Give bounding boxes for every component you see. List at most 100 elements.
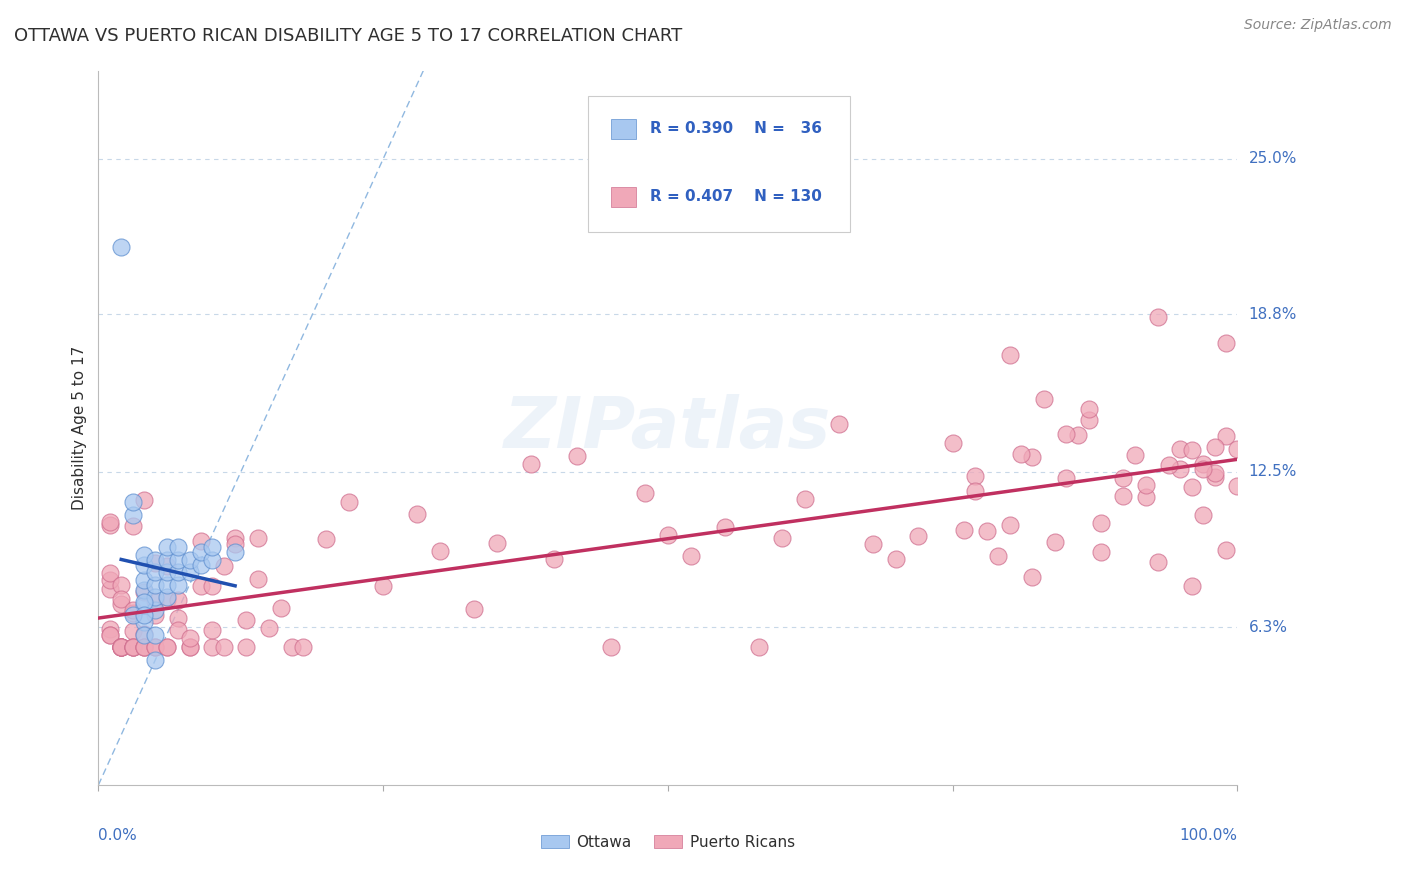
Point: [167, 540, 190, 554]
Point: [145, 590, 167, 604]
Point: [98, 518, 121, 533]
Point: [235, 640, 257, 655]
Point: [1181, 579, 1204, 593]
Point: [1112, 471, 1135, 485]
Point: [145, 607, 167, 622]
Point: [110, 640, 132, 655]
Point: [315, 532, 337, 546]
Point: [714, 520, 737, 534]
Point: [145, 653, 167, 667]
Point: [190, 579, 212, 593]
Point: [132, 582, 155, 597]
Point: [190, 534, 212, 549]
Point: [246, 572, 269, 586]
Point: [179, 631, 201, 645]
Point: [337, 494, 360, 508]
Point: [1021, 450, 1043, 464]
Point: [998, 348, 1021, 362]
Point: [1204, 466, 1226, 480]
Text: 100.0%: 100.0%: [1180, 828, 1237, 843]
Point: [976, 524, 998, 538]
Point: [110, 640, 132, 655]
Point: [156, 577, 179, 591]
Point: [828, 417, 851, 431]
Point: [565, 449, 588, 463]
Point: [132, 615, 155, 630]
Point: [212, 640, 235, 654]
Point: [132, 640, 155, 655]
Point: [98, 566, 121, 580]
Point: [190, 545, 212, 559]
Point: [121, 603, 143, 617]
Point: [156, 552, 179, 566]
Point: [201, 579, 224, 593]
Point: [132, 640, 155, 655]
Point: [145, 556, 167, 570]
Text: 18.8%: 18.8%: [1249, 307, 1296, 322]
Point: [1146, 310, 1168, 324]
Point: [132, 595, 155, 609]
Point: [167, 623, 190, 637]
Point: [145, 603, 167, 617]
Point: [1123, 448, 1146, 462]
Legend: Ottawa, Puerto Ricans: Ottawa, Puerto Ricans: [534, 829, 801, 855]
Point: [132, 492, 155, 507]
Point: [1054, 427, 1078, 442]
Point: [110, 640, 132, 655]
Point: [201, 623, 224, 637]
Text: R = 0.407    N = 130: R = 0.407 N = 130: [650, 189, 821, 204]
Text: R = 0.390    N =   36: R = 0.390 N = 36: [650, 121, 821, 136]
Point: [110, 640, 132, 655]
Point: [156, 640, 179, 655]
Point: [429, 543, 451, 558]
Point: [1204, 440, 1226, 454]
Text: 12.5%: 12.5%: [1249, 465, 1296, 480]
Point: [543, 552, 565, 566]
Point: [110, 640, 132, 655]
Point: [110, 597, 132, 611]
Point: [132, 573, 155, 587]
Point: [634, 485, 657, 500]
Point: [212, 559, 235, 574]
Point: [167, 565, 190, 579]
Point: [98, 515, 121, 529]
Point: [907, 529, 929, 543]
Point: [132, 585, 155, 599]
Point: [156, 593, 179, 607]
Point: [98, 628, 121, 642]
Point: [1090, 516, 1112, 530]
Point: [679, 549, 702, 564]
Point: [1146, 556, 1168, 570]
Point: [224, 537, 246, 551]
Point: [281, 640, 304, 655]
Point: [145, 577, 167, 591]
Point: [156, 640, 179, 655]
Point: [953, 523, 976, 537]
Point: [1135, 477, 1157, 491]
Point: [1054, 471, 1078, 485]
Point: [167, 577, 190, 591]
Point: [793, 491, 815, 506]
Point: [965, 483, 987, 498]
Point: [121, 606, 143, 620]
Point: [1043, 535, 1066, 549]
Point: [235, 614, 257, 628]
Point: [1135, 490, 1157, 504]
Point: [942, 435, 965, 450]
Point: [1181, 442, 1204, 457]
Point: [98, 628, 121, 642]
Point: [132, 640, 155, 655]
Point: [132, 558, 155, 572]
Point: [156, 565, 179, 579]
Point: [224, 545, 246, 559]
Point: [145, 640, 167, 655]
Point: [132, 607, 155, 622]
Point: [292, 640, 315, 655]
Bar: [612, 119, 636, 139]
Point: [1157, 458, 1180, 473]
Point: [1078, 413, 1101, 427]
Point: [156, 540, 179, 554]
Point: [406, 507, 429, 521]
Point: [270, 600, 292, 615]
Point: [156, 590, 179, 604]
